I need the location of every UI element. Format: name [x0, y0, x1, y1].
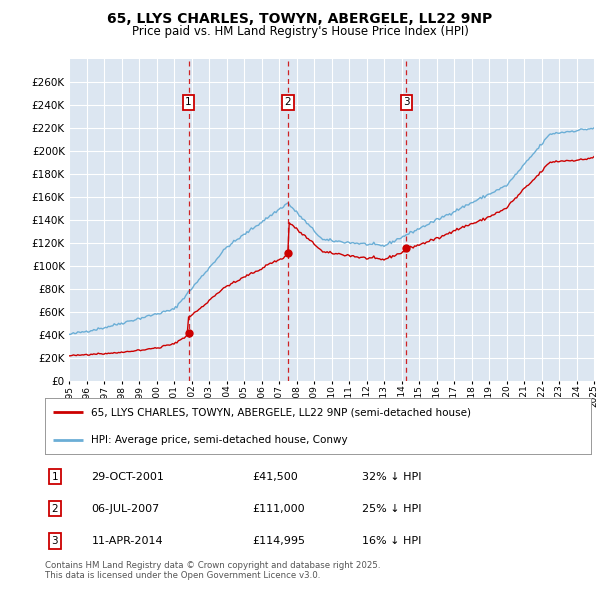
Text: 25% ↓ HPI: 25% ↓ HPI — [362, 504, 421, 514]
Text: 1: 1 — [52, 472, 58, 482]
Text: 06-JUL-2007: 06-JUL-2007 — [91, 504, 160, 514]
Text: £114,995: £114,995 — [253, 536, 305, 546]
Text: 11-APR-2014: 11-APR-2014 — [91, 536, 163, 546]
Text: 2: 2 — [52, 504, 58, 514]
Text: £111,000: £111,000 — [253, 504, 305, 514]
Text: 3: 3 — [403, 97, 410, 107]
Text: Contains HM Land Registry data © Crown copyright and database right 2025.
This d: Contains HM Land Registry data © Crown c… — [45, 560, 380, 580]
Text: 1: 1 — [185, 97, 192, 107]
Text: 65, LLYS CHARLES, TOWYN, ABERGELE, LL22 9NP (semi-detached house): 65, LLYS CHARLES, TOWYN, ABERGELE, LL22 … — [91, 407, 472, 417]
Text: 32% ↓ HPI: 32% ↓ HPI — [362, 472, 421, 482]
Text: 16% ↓ HPI: 16% ↓ HPI — [362, 536, 421, 546]
Text: 2: 2 — [284, 97, 291, 107]
Text: Price paid vs. HM Land Registry's House Price Index (HPI): Price paid vs. HM Land Registry's House … — [131, 25, 469, 38]
Text: 29-OCT-2001: 29-OCT-2001 — [91, 472, 164, 482]
Text: 3: 3 — [52, 536, 58, 546]
Text: HPI: Average price, semi-detached house, Conwy: HPI: Average price, semi-detached house,… — [91, 435, 348, 445]
Text: 65, LLYS CHARLES, TOWYN, ABERGELE, LL22 9NP: 65, LLYS CHARLES, TOWYN, ABERGELE, LL22 … — [107, 12, 493, 26]
Text: £41,500: £41,500 — [253, 472, 298, 482]
